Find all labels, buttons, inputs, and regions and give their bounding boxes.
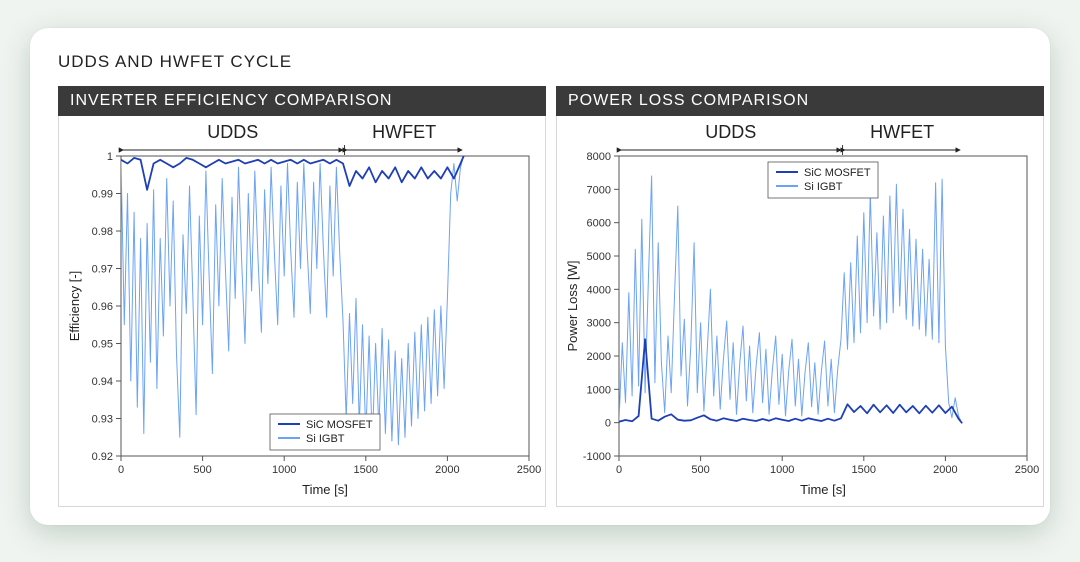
legend-item: Si IGBT xyxy=(804,181,843,193)
y-tick: 0.94 xyxy=(92,376,113,388)
y-axis-label: Efficiency [-] xyxy=(67,271,82,342)
y-tick: 0.95 xyxy=(92,339,113,351)
x-axis-label: Time [s] xyxy=(800,482,846,497)
y-tick: 6000 xyxy=(587,218,611,230)
igbt-series xyxy=(619,176,962,423)
y-tick: 0.96 xyxy=(92,301,113,313)
x-axis-label: Time [s] xyxy=(302,482,348,497)
hwfet-region-label: HWFET xyxy=(372,122,436,142)
right-panel: POWER LOSS COMPARISON UDDS HWFET 0 500 1000 1… xyxy=(556,86,1044,507)
left-panel: INVERTER EFFICIENCY COMPARISON UDDS HWFET… xyxy=(58,86,546,507)
page-title: UDDS AND HWFET CYCLE xyxy=(58,52,1022,72)
hwfet-region-label: HWFET xyxy=(870,122,934,142)
left-chart-wrap: UDDS HWFET 0 500 1000 1500 2000 2500 0.92 0.93 0.9… xyxy=(58,116,546,507)
y-tick: 0.92 xyxy=(92,451,113,463)
y-tick: 0.97 xyxy=(92,264,113,276)
x-tick: 500 xyxy=(691,464,709,476)
x-tick: 1000 xyxy=(770,464,794,476)
x-tick: 1000 xyxy=(272,464,296,476)
panels-row: INVERTER EFFICIENCY COMPARISON UDDS HWFET… xyxy=(58,86,1022,507)
sic-series xyxy=(121,156,464,190)
right-chart-wrap: UDDS HWFET 0 500 1000 1500 2000 2500 -1000 0 1000 2… xyxy=(556,116,1044,507)
y-tick: 1000 xyxy=(587,384,611,396)
left-panel-title: INVERTER EFFICIENCY COMPARISON xyxy=(58,86,546,116)
x-tick: 2000 xyxy=(933,464,957,476)
y-tick: 0 xyxy=(605,418,611,430)
y-tick: 8000 xyxy=(587,151,611,163)
chart-card: UDDS AND HWFET CYCLE INVERTER EFFICIENCY… xyxy=(30,28,1050,525)
x-tick: 1500 xyxy=(852,464,876,476)
x-tick: 2500 xyxy=(517,464,541,476)
y-tick: 0.93 xyxy=(92,414,113,426)
legend-item: SiC MOSFET xyxy=(804,167,871,179)
x-tick: 1500 xyxy=(354,464,378,476)
legend: SiC MOSFET Si IGBT xyxy=(270,414,380,450)
y-tick: 1 xyxy=(107,151,113,163)
efficiency-chart: UDDS HWFET 0 500 1000 1500 2000 2500 0.92 0.93 0.9… xyxy=(63,122,541,502)
legend-item: SiC MOSFET xyxy=(306,419,373,431)
right-panel-title: POWER LOSS COMPARISON xyxy=(556,86,1044,116)
x-tick: 0 xyxy=(118,464,124,476)
x-tick: 0 xyxy=(616,464,622,476)
y-tick: 3000 xyxy=(587,318,611,330)
x-tick: 2000 xyxy=(435,464,459,476)
x-tick: 500 xyxy=(193,464,211,476)
y-tick: 7000 xyxy=(587,184,611,196)
legend-item: Si IGBT xyxy=(306,433,345,445)
y-tick: 0.99 xyxy=(92,189,113,201)
y-tick: 4000 xyxy=(587,284,611,296)
y-tick: 5000 xyxy=(587,251,611,263)
x-tick: 2500 xyxy=(1015,464,1039,476)
powerloss-chart: UDDS HWFET 0 500 1000 1500 2000 2500 -1000 0 1000 2… xyxy=(561,122,1039,502)
y-tick: 2000 xyxy=(587,351,611,363)
y-tick: 0.98 xyxy=(92,226,113,238)
y-axis-label: Power Loss [W] xyxy=(565,260,580,351)
udds-region-label: UDDS xyxy=(705,122,756,142)
igbt-series xyxy=(121,156,464,445)
legend: SiC MOSFET Si IGBT xyxy=(768,162,878,198)
y-tick: -1000 xyxy=(583,451,611,463)
udds-region-label: UDDS xyxy=(207,122,258,142)
